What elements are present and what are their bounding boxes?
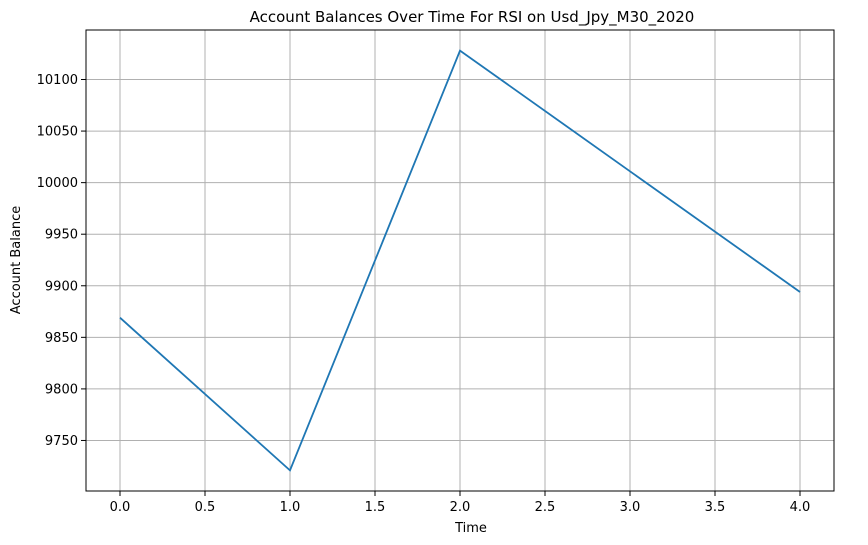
y-tick-label: 9950 [45,228,78,243]
plot-frame [85,29,835,492]
x-axis-label: Time [454,521,487,536]
y-axis-ticks: 9750 9800 9850 9900 9950 10000 10050 10100 [37,73,86,449]
x-tick-label: 1.0 [280,500,301,515]
grid [86,30,834,491]
x-axis-ticks: 0.0 0.5 1.0 1.5 2.0 2.5 3.0 3.5 4.0 [110,491,811,515]
y-tick-label: 9800 [45,382,78,397]
x-tick-label: 0.5 [195,500,216,515]
x-tick-label: 3.5 [705,500,726,515]
y-tick-label: 9850 [45,331,78,346]
x-tick-label: 3.0 [620,500,641,515]
x-tick-label: 1.5 [365,500,386,515]
y-tick-label: 10050 [37,125,78,140]
x-tick-label: 2.5 [535,500,556,515]
y-tick-label: 10000 [37,176,78,191]
x-tick-label: 4.0 [790,500,811,515]
chart-title: Account Balances Over Time For RSI on Us… [250,8,695,27]
x-tick-label: 2.0 [450,500,471,515]
series-line [119,49,801,472]
y-tick-label: 9750 [45,434,78,449]
y-tick-label: 9900 [45,279,78,294]
x-tick-label: 0.0 [110,500,131,515]
y-axis-label: Account Balance [9,206,24,314]
y-tick-label: 10100 [37,73,78,88]
